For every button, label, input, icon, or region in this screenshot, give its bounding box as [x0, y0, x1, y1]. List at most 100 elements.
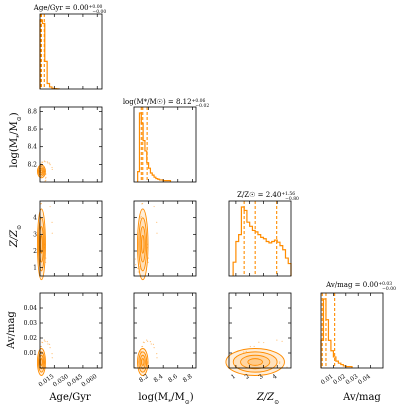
x-tick-label: 8.2: [138, 373, 150, 384]
x-tick-label: 0.04: [357, 373, 372, 387]
ylabel-z: Z/Z⊙: [9, 225, 23, 248]
sample-point: [51, 221, 53, 224]
y-tick-label: 8.6: [27, 126, 37, 133]
x-tick-label: 0.060: [80, 373, 98, 389]
y-tick-label: 8.8: [27, 108, 37, 115]
ylabel-logm: log(M*/M⊙): [9, 112, 23, 167]
sample-point: [286, 366, 288, 368]
sample-point: [40, 345, 42, 348]
panel-frame: [39, 292, 103, 369]
y-tick-label: 2: [33, 248, 37, 255]
panel-frame: [133, 292, 197, 369]
histogram-step: [137, 112, 172, 182]
sample-point: [156, 357, 158, 359]
x-tick-label: 8.4: [152, 373, 164, 384]
sample-point: [41, 341, 44, 344]
density-contour: [139, 354, 146, 370]
sample-point: [47, 162, 49, 164]
sample-point: [153, 346, 155, 349]
sample-point: [44, 161, 46, 163]
sample-point: [139, 268, 141, 270]
sample-point: [141, 345, 144, 348]
sample-point: [51, 168, 53, 171]
panel-frame: [228, 200, 292, 277]
y-tick-label: 0.03: [24, 320, 38, 327]
title-age: Age/Gyr = 0.00+0.00 −0.00: [33, 4, 107, 15]
panel-hist-age: [39, 13, 103, 90]
xlabel-av: Av/mag: [342, 392, 381, 403]
sample-point: [153, 205, 155, 208]
sample-point: [51, 357, 53, 359]
sample-point: [146, 340, 149, 342]
xlabel-age: Age/Gyr: [48, 392, 91, 403]
y-tick-label: 8.4: [27, 144, 37, 151]
sample-point: [140, 350, 142, 353]
sample-point: [279, 362, 281, 364]
sample-point: [152, 343, 155, 345]
sample-point: [49, 346, 51, 349]
sample-point: [147, 257, 150, 259]
sample-point: [141, 202, 144, 205]
sample-point: [140, 216, 142, 218]
sample-point: [46, 341, 48, 343]
density-contour: [38, 226, 44, 263]
sample-point: [263, 341, 265, 344]
density-contour: [240, 354, 271, 370]
sample-point: [245, 350, 247, 353]
density-contour: [140, 235, 145, 254]
sample-point: [44, 340, 46, 342]
panel-z-vs-age: 1 2 3 4: [33, 200, 103, 281]
sample-point: [146, 339, 148, 341]
sample-point: [156, 221, 158, 224]
sample-point: [48, 343, 51, 345]
density-contour: [38, 354, 44, 370]
sample-point: [51, 232, 53, 234]
x-tick-label: 1: [230, 373, 237, 381]
sample-point: [46, 161, 48, 163]
sample-point: [253, 345, 255, 348]
density-contour: [232, 351, 278, 373]
sample-point: [276, 339, 278, 341]
panel-av-vs-logm: 8.2 8.4 8.6 8.8: [133, 292, 197, 384]
sample-point: [147, 261, 149, 263]
y-tick-label: 0.02: [24, 335, 38, 342]
sample-point: [140, 217, 142, 219]
sample-point: [44, 180, 46, 182]
sample-point: [137, 271, 139, 273]
density-contour: [140, 358, 145, 366]
density-contour: [225, 348, 285, 376]
sample-point: [40, 202, 42, 205]
sample-point: [143, 341, 145, 344]
density-contour: [39, 169, 43, 174]
panel-hist-av: 0.010.020.030.04: [320, 292, 384, 387]
density-contour: [139, 226, 146, 263]
x-tick-label: 2: [244, 373, 251, 381]
y-tick-label: 4: [33, 215, 37, 222]
sample-point: [51, 353, 53, 355]
sample-point: [49, 205, 51, 208]
sample-point: [134, 258, 136, 260]
density-contour: [39, 358, 43, 366]
sample-point: [49, 164, 51, 166]
panel-logm-vs-age: 8.2 8.4 8.6 8.8: [27, 106, 103, 183]
panel-z-vs-logm: [133, 200, 197, 281]
title-av: Av/mag = 0.00+0.03 −0.00: [325, 281, 396, 292]
x-tick-label: 3: [257, 373, 264, 381]
density-contour: [247, 358, 263, 366]
panel-hist-logm: [133, 106, 197, 183]
y-tick-label: 0.01: [24, 350, 37, 357]
sample-point: [156, 353, 158, 355]
y-tick-label: 1: [33, 265, 37, 272]
density-contour: [39, 235, 43, 254]
sample-point: [44, 177, 47, 179]
panel-frame: [133, 200, 197, 277]
y-tick-label: 8.2: [27, 161, 37, 168]
sample-point: [48, 162, 51, 164]
x-tick-label: 8.8: [182, 373, 194, 384]
panel-frame: [39, 200, 103, 277]
sample-point: [51, 166, 53, 169]
histogram-step: [39, 19, 60, 90]
